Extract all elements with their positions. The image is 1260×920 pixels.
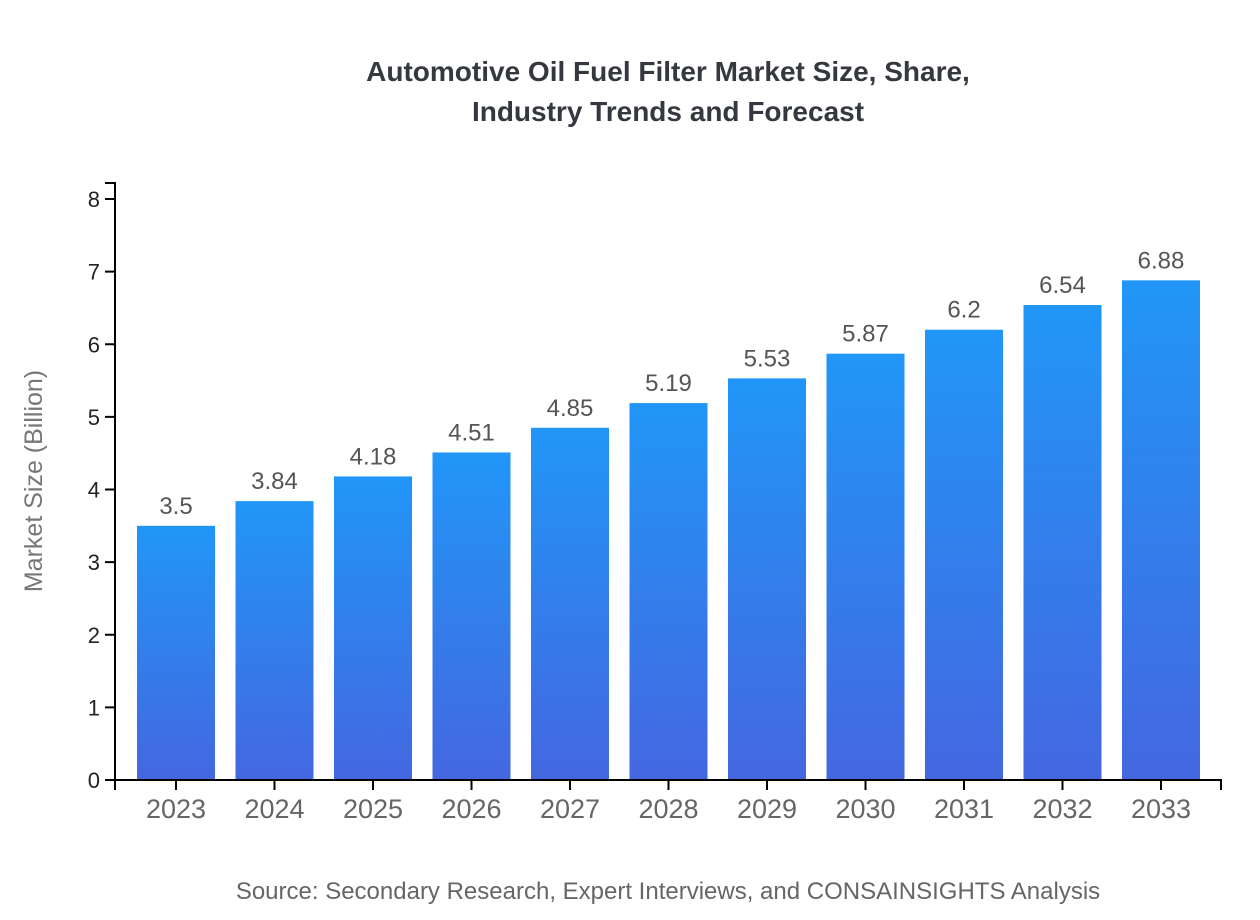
- bar-value-label: 5.53: [744, 345, 791, 372]
- bar: [1122, 280, 1200, 780]
- y-tick-label: 3: [88, 550, 100, 575]
- y-tick-label: 1: [88, 695, 100, 720]
- bar: [531, 427, 609, 780]
- bar-value-label: 4.51: [448, 419, 495, 446]
- bar-value-label: 6.54: [1039, 272, 1086, 299]
- y-tick-label: 0: [88, 768, 100, 793]
- bar-value-label: 6.88: [1138, 247, 1185, 274]
- bar: [826, 353, 905, 780]
- x-tick-label: 2028: [638, 794, 698, 824]
- chart-title-line-2: Industry Trends and Forecast: [471, 96, 865, 127]
- bar: [334, 476, 412, 780]
- x-axis-line: [114, 779, 1222, 790]
- bar: [137, 525, 215, 780]
- x-tick-label: 2032: [1032, 794, 1092, 824]
- bar: [728, 378, 806, 780]
- x-tick-label: 2023: [146, 794, 206, 824]
- x-tick-label: 2024: [244, 794, 304, 824]
- bar-value-label: 3.84: [251, 468, 298, 495]
- bar: [432, 452, 511, 780]
- bar: [925, 329, 1003, 780]
- y-tick-label: 2: [88, 623, 100, 648]
- bar-value-label: 3.5: [159, 493, 192, 520]
- bar: [1023, 305, 1102, 780]
- chart-title: Automotive Oil Fuel Filter Market Size, …: [115, 52, 1221, 132]
- bar-value-label: 4.85: [547, 395, 594, 422]
- y-tick-label: 7: [88, 260, 100, 285]
- y-axis-line: [105, 182, 116, 780]
- bar-value-label: 5.87: [842, 321, 889, 348]
- x-tick-label: 2031: [934, 794, 994, 824]
- bar: [629, 403, 708, 780]
- x-tick-label: 2027: [540, 794, 600, 824]
- chart-title-line-1: Automotive Oil Fuel Filter Market Size, …: [366, 56, 970, 87]
- x-tick-label: 2033: [1131, 794, 1191, 824]
- x-tick-label: 2026: [441, 794, 501, 824]
- x-tick-label: 2029: [737, 794, 797, 824]
- bar-value-label: 6.2: [947, 297, 980, 324]
- x-tick-label: 2025: [343, 794, 403, 824]
- source-note: Source: Secondary Research, Expert Inter…: [235, 878, 1101, 905]
- y-tick-label: 8: [88, 187, 100, 212]
- bar: [235, 501, 314, 780]
- y-tick-label: 6: [88, 332, 100, 357]
- bar-value-label: 5.19: [645, 370, 692, 397]
- y-tick-label: 4: [88, 478, 100, 503]
- bar-value-label: 4.18: [350, 443, 397, 470]
- y-tick-label: 5: [88, 405, 100, 430]
- x-tick-label: 2030: [835, 794, 895, 824]
